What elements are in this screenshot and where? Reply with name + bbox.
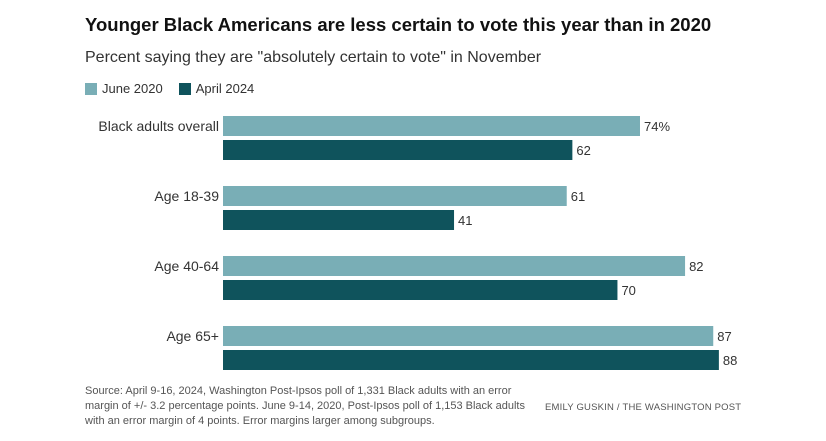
- legend-swatch-april-2024: [178, 82, 191, 95]
- bar-age-18-39-april-2024: [223, 210, 455, 230]
- credit-line: EMILY GUSKIN / THE WASHINGTON POST: [545, 402, 742, 413]
- category-label-age-18-39: Age 18-39: [154, 188, 219, 204]
- legend: June 2020 April 2024: [85, 81, 270, 96]
- value-label-age-65-june-2020: 87: [717, 329, 731, 344]
- legend-label-june-2020: June 2020: [102, 81, 163, 96]
- chart-title: Younger Black Americans are less certain…: [85, 14, 712, 35]
- value-label-age-18-39-june-2020: 61: [571, 189, 585, 204]
- legend-swatch-june-2020: [85, 82, 97, 95]
- source-note: Source: April 9-16, 2024, Washington Pos…: [85, 385, 525, 427]
- value-label-age-40-64-april-2024: 70: [621, 283, 635, 298]
- value-label-age-18-39-april-2024: 41: [458, 213, 472, 228]
- value-label-age-65-april-2024: 88: [723, 353, 737, 368]
- category-label-black-adults-overall: Black adults overall: [98, 118, 219, 134]
- category-label-age-65: Age 65+: [166, 328, 219, 344]
- bar-age-40-64-april-2024: [223, 280, 618, 300]
- bar-black-adults-overall-april-2024: [223, 140, 573, 160]
- bar-age-18-39-june-2020: [223, 186, 567, 206]
- chart-subtitle: Percent saying they are "absolutely cert…: [85, 49, 542, 66]
- bar-age-65-april-2024: [223, 350, 719, 370]
- value-label-black-adults-overall-april-2024: 62: [576, 143, 590, 158]
- value-label-age-40-64-june-2020: 82: [689, 259, 703, 274]
- value-label-black-adults-overall-june-2020: 74%: [644, 119, 670, 134]
- bar-age-65-june-2020: [223, 326, 714, 346]
- legend-item-april-2024: April 2024: [178, 81, 255, 96]
- bar-black-adults-overall-june-2020: [223, 116, 640, 136]
- legend-label-april-2024: April 2024: [195, 81, 255, 96]
- category-label-age-40-64: Age 40-64: [154, 258, 219, 274]
- legend-item-june-2020: June 2020: [85, 81, 163, 96]
- bar-age-40-64-june-2020: [223, 256, 686, 276]
